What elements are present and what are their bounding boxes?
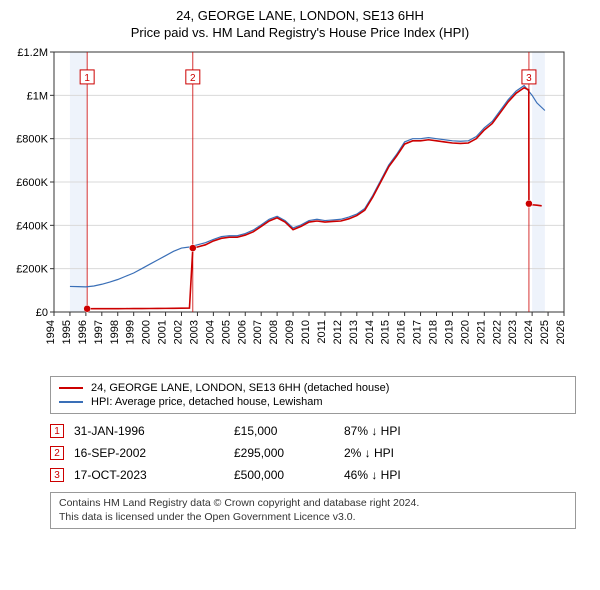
svg-text:2002: 2002 [173, 320, 185, 344]
svg-text:2013: 2013 [348, 320, 360, 344]
svg-text:2006: 2006 [236, 320, 248, 344]
svg-text:2001: 2001 [157, 320, 169, 344]
svg-text:2025: 2025 [539, 320, 551, 344]
sale-marker-icon: 3 [50, 468, 64, 482]
svg-text:2007: 2007 [252, 320, 264, 344]
svg-text:2005: 2005 [220, 320, 232, 344]
legend-swatch [59, 401, 83, 403]
svg-text:2009: 2009 [284, 320, 296, 344]
legend-item: 24, GEORGE LANE, LONDON, SE13 6HH (detac… [59, 381, 567, 395]
legend-label: 24, GEORGE LANE, LONDON, SE13 6HH (detac… [91, 382, 389, 394]
svg-text:£1M: £1M [27, 90, 48, 102]
svg-text:2018: 2018 [428, 320, 440, 344]
legend: 24, GEORGE LANE, LONDON, SE13 6HH (detac… [50, 376, 576, 414]
svg-text:2016: 2016 [396, 320, 408, 344]
svg-text:1999: 1999 [125, 320, 137, 344]
sale-price: £295,000 [234, 446, 334, 460]
svg-text:1994: 1994 [45, 320, 57, 344]
svg-text:£800K: £800K [16, 134, 48, 146]
svg-text:2022: 2022 [491, 320, 503, 344]
svg-text:2: 2 [190, 73, 196, 84]
price-chart: £0 £200K £400K £600K £800K £1M £1.2M 1994 1995 19… [10, 46, 570, 366]
svg-text:£600K: £600K [16, 177, 48, 189]
svg-text:2019: 2019 [443, 320, 455, 344]
sale-date: 31-JAN-1996 [74, 424, 224, 438]
footer-line-1: Contains HM Land Registry data © Crown c… [59, 497, 567, 511]
legend-swatch [59, 387, 83, 389]
legend-label: HPI: Average price, detached house, Lewi… [91, 396, 323, 408]
sale-hpi-diff: 46% ↓ HPI [344, 468, 464, 482]
chart-container: { "title": "24, GEORGE LANE, LONDON, SE1… [0, 0, 600, 537]
svg-text:£1.2M: £1.2M [17, 47, 48, 59]
svg-text:2020: 2020 [459, 320, 471, 344]
svg-text:2004: 2004 [204, 320, 216, 344]
svg-text:£400K: £400K [16, 220, 48, 232]
sale-marker-icon: 2 [50, 446, 64, 460]
sale-date: 17-OCT-2023 [74, 468, 224, 482]
sale-hpi-diff: 2% ↓ HPI [344, 446, 464, 460]
sale-row: 2 16-SEP-2002 £295,000 2% ↓ HPI [50, 442, 576, 464]
sale-price: £15,000 [234, 424, 334, 438]
svg-text:2000: 2000 [141, 320, 153, 344]
svg-text:2008: 2008 [268, 320, 280, 344]
sale-marker-icon: 1 [50, 424, 64, 438]
sale-date: 16-SEP-2002 [74, 446, 224, 460]
svg-text:£0: £0 [36, 307, 48, 319]
svg-text:2024: 2024 [523, 320, 535, 344]
chart-title: 24, GEORGE LANE, LONDON, SE13 6HH [10, 8, 590, 23]
svg-text:3: 3 [526, 73, 532, 84]
svg-text:2026: 2026 [555, 320, 567, 344]
sale-price: £500,000 [234, 468, 334, 482]
svg-text:2003: 2003 [188, 320, 200, 344]
footer-line-2: This data is licensed under the Open Gov… [59, 511, 567, 525]
svg-text:2012: 2012 [332, 320, 344, 344]
svg-text:2010: 2010 [300, 320, 312, 344]
svg-text:1: 1 [84, 73, 90, 84]
sale-hpi-diff: 87% ↓ HPI [344, 424, 464, 438]
svg-text:2021: 2021 [475, 320, 487, 344]
svg-text:1998: 1998 [109, 320, 121, 344]
svg-text:2017: 2017 [412, 320, 424, 344]
svg-text:2015: 2015 [380, 320, 392, 344]
legend-item: HPI: Average price, detached house, Lewi… [59, 395, 567, 409]
svg-text:2011: 2011 [316, 320, 328, 344]
svg-text:£200K: £200K [16, 264, 48, 276]
sales-table: 1 31-JAN-1996 £15,000 87% ↓ HPI 2 16-SEP-2002… [50, 420, 576, 486]
svg-text:2023: 2023 [507, 320, 519, 344]
attribution-footer: Contains HM Land Registry data © Crown c… [50, 492, 576, 529]
svg-text:2014: 2014 [364, 320, 376, 344]
svg-text:1997: 1997 [93, 320, 105, 344]
chart-subtitle: Price paid vs. HM Land Registry's House … [10, 25, 590, 40]
svg-text:1995: 1995 [61, 320, 73, 344]
sale-row: 3 17-OCT-2023 £500,000 46% ↓ HPI [50, 464, 576, 486]
svg-text:1996: 1996 [77, 320, 89, 344]
sale-row: 1 31-JAN-1996 £15,000 87% ↓ HPI [50, 420, 576, 442]
